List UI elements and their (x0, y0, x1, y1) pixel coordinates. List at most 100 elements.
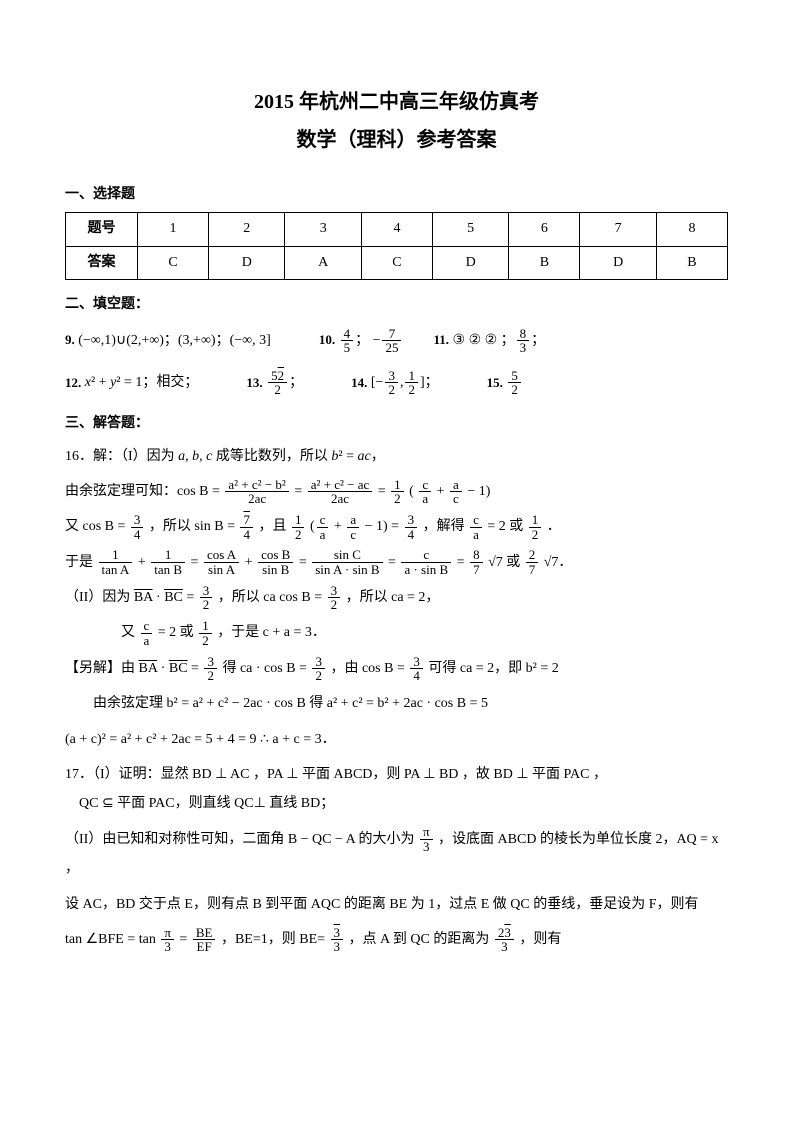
table-cell: 3 (285, 213, 361, 246)
q13-tail: ； (289, 372, 303, 394)
vector: BC (169, 661, 188, 676)
q11-frac: 83 (517, 327, 530, 355)
frac: 12 (391, 478, 404, 506)
plus: + (245, 555, 256, 570)
text: − 1) = (365, 519, 403, 534)
vector: BC (164, 590, 183, 605)
q14-number: 14. (351, 373, 367, 394)
table-cell: B (509, 246, 580, 279)
p17-line2: （II）由已知和对称性可知，二面角 B − QC − A 的大小为 π3 ，设底… (65, 825, 728, 884)
q10-frac2: 725 (382, 327, 401, 355)
frac: 87 (470, 548, 483, 576)
eq: = (457, 555, 468, 570)
frac: 32 (312, 655, 325, 683)
text: √7． (544, 555, 573, 570)
frac: 233 (495, 926, 514, 954)
text: 又 cos B = (65, 519, 129, 534)
frac: 74 (240, 513, 253, 541)
p16-line2: 由余弦定理可知：cos B = a² + c² − b²2ac = a² + c… (65, 477, 728, 506)
q12-answer: x² + y² = 1；相交； (85, 372, 199, 394)
frac: ca (419, 478, 431, 506)
frac: 1tan B (151, 548, 185, 576)
text: 【另解】由 (65, 661, 139, 676)
text: 17．（I）证明：显然 BD ⊥ AC ，PA ⊥ 平面 ABCD，则 PA ⊥… (65, 767, 607, 782)
table-header-q: 题号 (66, 213, 138, 246)
text: ，点 A 到 QC 的距离为 (349, 932, 493, 947)
dot: · (156, 590, 164, 605)
p16-line4: 于是 1tan A + 1tan B = cos Asin A + cos Bs… (65, 548, 728, 577)
text: 由余弦定理可知：cos B = (65, 484, 223, 499)
plus: + (138, 555, 149, 570)
table-cell: 5 (432, 213, 508, 246)
text: 由余弦定理 b² = a² + c² − 2ac · cos B 得 a² + … (93, 696, 488, 711)
q11-tail: ； (531, 330, 545, 352)
frac: ca (141, 619, 153, 647)
p16-line5: （II）因为 BA · BC = 32 ，所以 ca cos B = 32 ，所… (65, 583, 728, 612)
q10-sep: ； (355, 330, 369, 352)
frac: BEEF (193, 926, 216, 954)
frac: 27 (526, 548, 539, 576)
frac: ca · sin B (401, 548, 451, 576)
p16-line1: 16．解：（I）因为 a, b, c 成等比数列，所以 b² = ac， (65, 442, 728, 471)
text: ，所以 ca cos B = (218, 590, 326, 605)
title-main: 2015 年杭州二中高三年级仿真考 (65, 86, 728, 118)
frac: 12 (529, 513, 542, 541)
frac: 32 (328, 584, 341, 612)
frac: 32 (200, 584, 213, 612)
table-cell: D (580, 246, 656, 279)
frac: ac (347, 513, 359, 541)
table-cell: D (432, 246, 508, 279)
text: 得 ca · cos B = (222, 661, 310, 676)
math: a, b, c (178, 449, 212, 464)
q11-number: 11. (433, 330, 449, 351)
table-row: 题号 1 2 3 4 5 6 7 8 (66, 213, 728, 246)
text: ，且 (258, 519, 290, 534)
text: ，于是 c + a = 3． (217, 625, 326, 640)
vector: BA (139, 661, 158, 676)
p16-line6: 又 ca = 2 或 12 ，于是 c + a = 3． (65, 618, 728, 647)
p16-line9: (a + c)² = a² + c² + 2ac = 5 + 4 = 9 ∴ a… (65, 725, 728, 754)
text: = 2 或 (158, 625, 197, 640)
q12-number: 12. (65, 373, 81, 394)
title-sub: 数学（理科）参考答案 (65, 124, 728, 156)
p17-line3: 设 AC，BD 交于点 E，则有点 B 到平面 AQC 的距离 BE 为 1，过… (65, 890, 728, 919)
eq: = (294, 484, 305, 499)
frac: cos Asin A (204, 548, 239, 576)
eq: = (191, 661, 202, 676)
q11-answer: ③ ② ② ； (453, 330, 515, 352)
table-row: 答案 C D A C D B D B (66, 246, 728, 279)
frac: 34 (131, 513, 144, 541)
eq: = (388, 555, 399, 570)
text: 设 AC，BD 交于点 E，则有点 B 到平面 AQC 的距离 BE 为 1，过… (65, 897, 699, 912)
frac: 33 (331, 926, 344, 954)
text: （II）由已知和对称性可知，二面角 B − QC − A 的大小为 (65, 832, 418, 847)
table-header-a: 答案 (66, 246, 138, 279)
plus: + (334, 519, 345, 534)
frac: π3 (420, 825, 433, 853)
vector: BA (134, 590, 153, 605)
table-cell: A (285, 246, 361, 279)
p16-line7: 【另解】由 BA · BC = 32 得 ca · cos B = 32 ，由 … (65, 654, 728, 683)
table-cell: 6 (509, 213, 580, 246)
p17-line1: 17．（I）证明：显然 BD ⊥ AC ，PA ⊥ 平面 ABCD，则 PA ⊥… (65, 760, 728, 819)
table-cell: 7 (580, 213, 656, 246)
frac: a² + c² − b²2ac (225, 478, 288, 506)
text: （II）因为 (65, 590, 134, 605)
q15-number: 15. (487, 373, 503, 394)
eq: = (179, 932, 190, 947)
frac: 34 (405, 513, 418, 541)
table-cell: C (361, 246, 432, 279)
text: √7 或 (488, 555, 524, 570)
text: 16．解：（I）因为 (65, 449, 178, 464)
frac: 12 (199, 619, 212, 647)
eq: = (186, 590, 197, 605)
text: ，BE=1，则 BE= (221, 932, 329, 947)
section-2-heading: 二、填空题： (65, 294, 728, 316)
eq: = (299, 555, 310, 570)
frac: ca (470, 513, 482, 541)
q13-number: 13. (246, 373, 262, 394)
p17-line4: tan ∠BFE = tan π3 = BEEF ，BE=1，则 BE= 33 … (65, 925, 728, 954)
table-cell: 2 (209, 213, 285, 246)
table-cell: 1 (138, 213, 209, 246)
section-3-heading: 三、解答题： (65, 413, 728, 435)
